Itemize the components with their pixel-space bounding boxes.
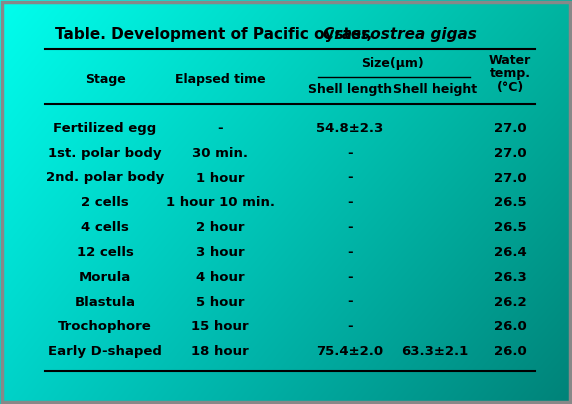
Text: 18 hour: 18 hour <box>191 345 249 358</box>
Text: 15 hour: 15 hour <box>191 320 249 333</box>
Text: -: - <box>347 320 353 333</box>
Text: -: - <box>347 172 353 185</box>
Text: 4 cells: 4 cells <box>81 221 129 234</box>
Text: 26.0: 26.0 <box>494 345 526 358</box>
Text: 12 cells: 12 cells <box>77 246 133 259</box>
Text: 2nd. polar body: 2nd. polar body <box>46 172 164 185</box>
Text: Water: Water <box>489 55 531 67</box>
Text: 26.5: 26.5 <box>494 196 526 209</box>
Text: -: - <box>217 122 223 135</box>
Text: Early D-shaped: Early D-shaped <box>48 345 162 358</box>
Text: 75.4±2.0: 75.4±2.0 <box>316 345 384 358</box>
Text: 26.4: 26.4 <box>494 246 526 259</box>
Text: temp.: temp. <box>490 67 530 80</box>
Text: 5 hour: 5 hour <box>196 295 244 309</box>
Text: 26.0: 26.0 <box>494 320 526 333</box>
Text: 27.0: 27.0 <box>494 147 526 160</box>
Text: Trochophore: Trochophore <box>58 320 152 333</box>
Text: -: - <box>347 196 353 209</box>
Text: 1 hour: 1 hour <box>196 172 244 185</box>
Text: 26.5: 26.5 <box>494 221 526 234</box>
Text: 3 hour: 3 hour <box>196 246 244 259</box>
Text: Blastula: Blastula <box>74 295 136 309</box>
Text: Elapsed time: Elapsed time <box>174 72 265 86</box>
Text: 4 hour: 4 hour <box>196 271 244 284</box>
Text: 2 cells: 2 cells <box>81 196 129 209</box>
Text: 63.3±2.1: 63.3±2.1 <box>402 345 468 358</box>
Text: Fertilized egg: Fertilized egg <box>53 122 157 135</box>
Text: -: - <box>347 147 353 160</box>
Text: Shell length: Shell length <box>308 82 392 95</box>
Text: 2 hour: 2 hour <box>196 221 244 234</box>
Text: -: - <box>347 271 353 284</box>
Text: Morula: Morula <box>79 271 131 284</box>
Text: 1st. polar body: 1st. polar body <box>48 147 162 160</box>
Text: Stage: Stage <box>85 72 125 86</box>
Text: -: - <box>347 221 353 234</box>
Text: 1 hour 10 min.: 1 hour 10 min. <box>165 196 275 209</box>
Text: 30 min.: 30 min. <box>192 147 248 160</box>
Text: Table. Development of Pacific oyster,: Table. Development of Pacific oyster, <box>55 27 383 42</box>
Text: 54.8±2.3: 54.8±2.3 <box>316 122 384 135</box>
Text: 27.0: 27.0 <box>494 172 526 185</box>
Text: 27.0: 27.0 <box>494 122 526 135</box>
Text: 26.3: 26.3 <box>494 271 526 284</box>
Text: -: - <box>347 295 353 309</box>
Text: Shell height: Shell height <box>393 82 477 95</box>
Text: Crassostrea gigas: Crassostrea gigas <box>323 27 477 42</box>
Text: Size(μm): Size(μm) <box>361 57 424 71</box>
Text: 26.2: 26.2 <box>494 295 526 309</box>
Text: -: - <box>347 246 353 259</box>
Text: (°C): (°C) <box>496 80 523 93</box>
